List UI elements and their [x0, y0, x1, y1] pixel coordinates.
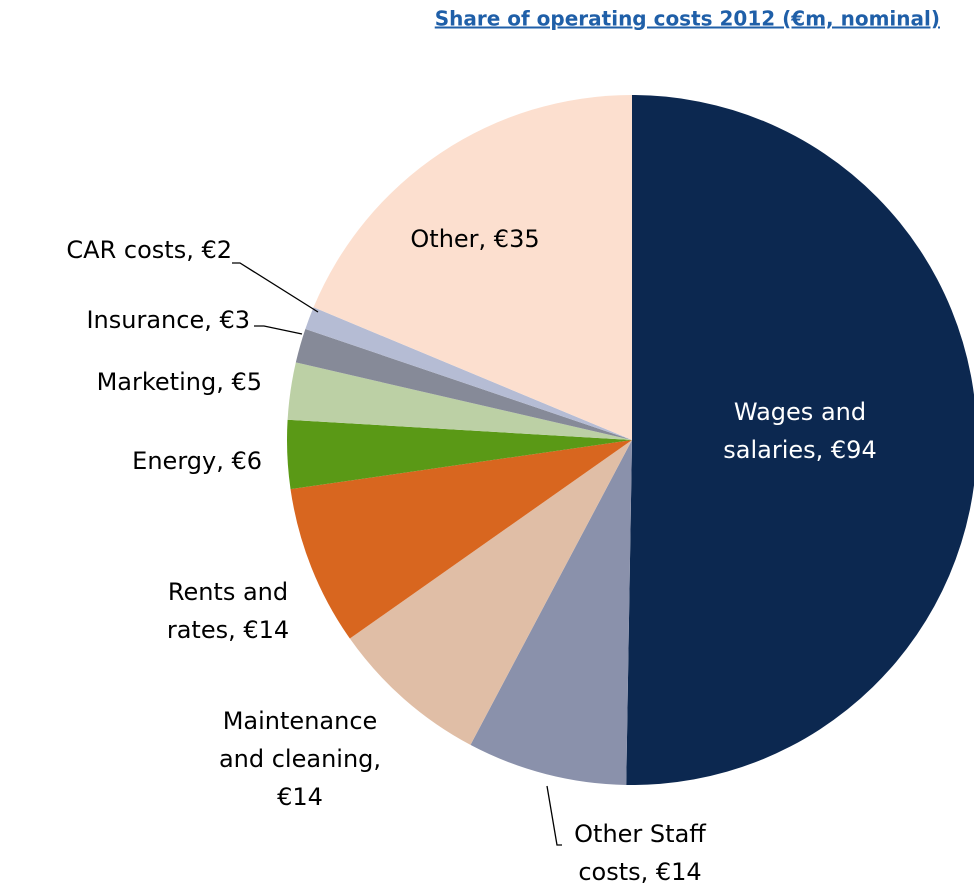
pie-slice: [313, 95, 632, 440]
pie-slice: [295, 328, 632, 440]
data-label: Insurance, €3: [86, 306, 250, 334]
data-label: rates, €14: [167, 616, 289, 644]
pie-slice: [287, 362, 632, 440]
leader-line: [546, 785, 562, 846]
data-label: salaries, €94: [723, 436, 876, 464]
data-label: Marketing, €5: [97, 368, 262, 396]
leader-line: [232, 262, 319, 313]
data-label: €14: [277, 783, 323, 811]
pie: [286, 95, 974, 785]
data-label: CAR costs, €2: [66, 236, 232, 264]
pie-slice: [286, 419, 632, 490]
data-label: Other Staff: [574, 820, 706, 848]
data-label: Energy, €6: [132, 447, 262, 475]
pie-slice: [626, 95, 974, 785]
leader-line: [254, 325, 303, 335]
pie-slice: [470, 440, 632, 785]
pie-slice: [305, 307, 632, 440]
data-label: Maintenance: [223, 707, 378, 735]
data-label: Rents and: [168, 578, 288, 606]
chart-title: Share of operating costs 2012 (€m, nomin…: [435, 7, 940, 31]
pie-slice: [290, 440, 632, 639]
pie-slice: [349, 440, 632, 745]
data-label: Other, €35: [410, 225, 539, 253]
data-label: costs, €14: [578, 858, 701, 886]
data-label: Wages and: [734, 398, 866, 426]
data-label: and cleaning,: [219, 745, 381, 773]
